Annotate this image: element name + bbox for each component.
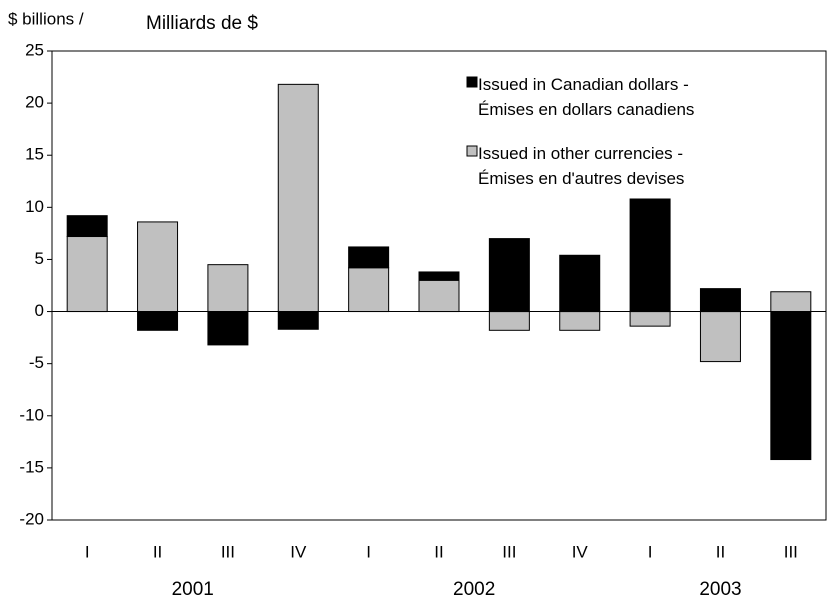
bar: [488, 311, 530, 331]
group-label: 2001: [172, 579, 214, 600]
y-tick-label: 10: [25, 197, 44, 216]
x-tick-label: III: [221, 542, 235, 561]
y-tick-label: 0: [35, 301, 44, 320]
bar: [348, 246, 390, 269]
y-tick-label: -15: [19, 457, 44, 476]
bar: [66, 215, 108, 238]
x-tick-label: II: [434, 542, 443, 561]
bar: [277, 83, 319, 313]
bar: [207, 264, 249, 313]
bar: [418, 271, 460, 281]
bar: [137, 221, 179, 313]
y-tick-label: 5: [35, 249, 44, 268]
bar: [418, 279, 460, 313]
y-tick-label: 25: [25, 40, 44, 59]
bar: [559, 254, 601, 313]
bar: [699, 288, 741, 313]
y-axis-label: $ billions /: [8, 9, 84, 28]
bar: [770, 291, 812, 313]
bar: [629, 311, 671, 327]
x-tick-label: I: [648, 542, 653, 561]
bar: [207, 311, 249, 346]
x-tick-label: II: [153, 542, 162, 561]
x-tick-label: III: [784, 542, 798, 561]
group-label: 2002: [453, 579, 495, 600]
bar: [137, 311, 179, 331]
x-tick-label: I: [366, 542, 371, 561]
bar: [699, 311, 741, 363]
y-axis-label: Milliards de $: [146, 13, 258, 34]
bar: [488, 238, 530, 313]
legend-label: Issued in other currencies - Émises en d…: [478, 144, 685, 188]
plot-area: [51, 50, 827, 521]
legend-label: Issued in Canadian dollars - Émises en d…: [478, 75, 695, 119]
legend-swatch: [466, 76, 478, 88]
bar: [559, 311, 601, 331]
y-tick-label: -5: [29, 353, 44, 372]
x-tick-label: IV: [290, 542, 307, 561]
bar: [66, 236, 108, 313]
x-tick-label: IV: [572, 542, 589, 561]
bar: [770, 311, 812, 461]
x-tick-label: II: [716, 542, 725, 561]
bar: [348, 267, 390, 313]
y-tick-label: 20: [25, 93, 44, 112]
y-tick-label: -20: [19, 509, 44, 528]
y-tick-label: 15: [25, 145, 44, 164]
bar: [629, 198, 671, 313]
x-tick-label: III: [502, 542, 516, 561]
group-label: 2003: [699, 579, 741, 600]
bar: [277, 311, 319, 330]
y-tick-label: -10: [19, 405, 44, 424]
legend-swatch: [466, 145, 478, 157]
x-tick-label: I: [85, 542, 90, 561]
